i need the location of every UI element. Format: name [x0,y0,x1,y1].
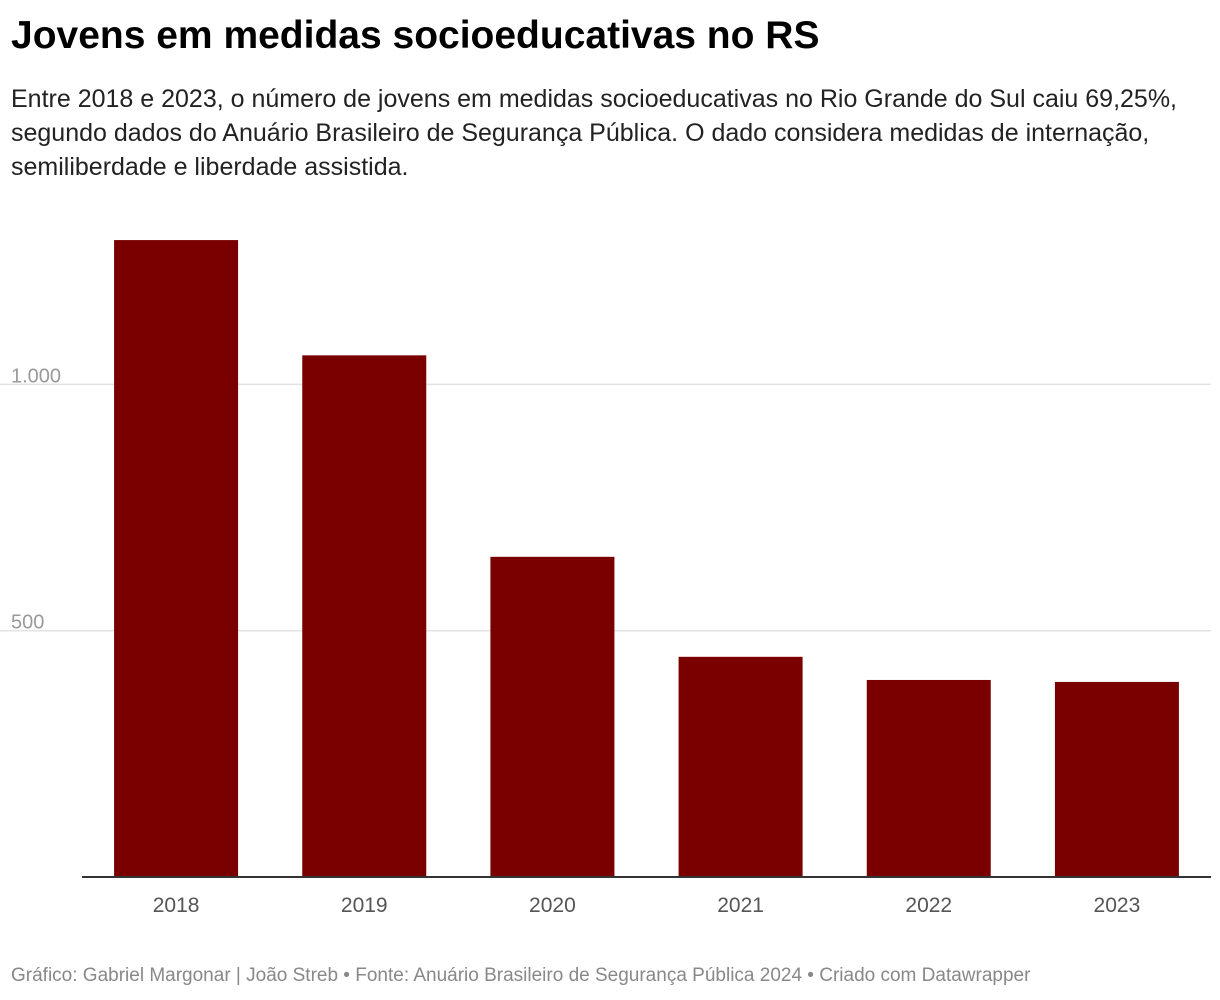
y-tick-labels: 500 1.000 [11,365,61,633]
x-tick-label: 2021 [717,894,764,917]
x-tick-label: 2020 [529,894,576,917]
bars [114,240,1179,877]
chart-subtitle: Entre 2018 e 2023, o número de jovens em… [11,85,1178,181]
x-tick-label: 2019 [341,894,388,917]
y-tick-label: 500 [11,612,44,634]
bar-2023 [1054,681,1179,877]
chart-title: Jovens em medidas socioeducativas no RS [11,14,820,57]
y-tick-label: 1.000 [11,365,61,387]
bar-2020 [490,556,615,877]
x-tick-label: 2022 [905,894,952,917]
bar-2022 [866,679,991,877]
chart-credit: Gráfico: Gabriel Margonar | João Streb •… [11,965,1031,986]
x-tick-labels: 2018 2019 2020 2021 2022 2023 [153,894,1141,917]
x-tick-label: 2018 [153,894,200,917]
bar-chart: 500 1.000 2018 2019 2020 2021 2022 2023 [0,240,1211,917]
x-tick-label: 2023 [1094,894,1141,917]
bar-2018 [114,240,239,877]
bar-2019 [302,355,427,877]
bar-2021 [678,656,803,877]
